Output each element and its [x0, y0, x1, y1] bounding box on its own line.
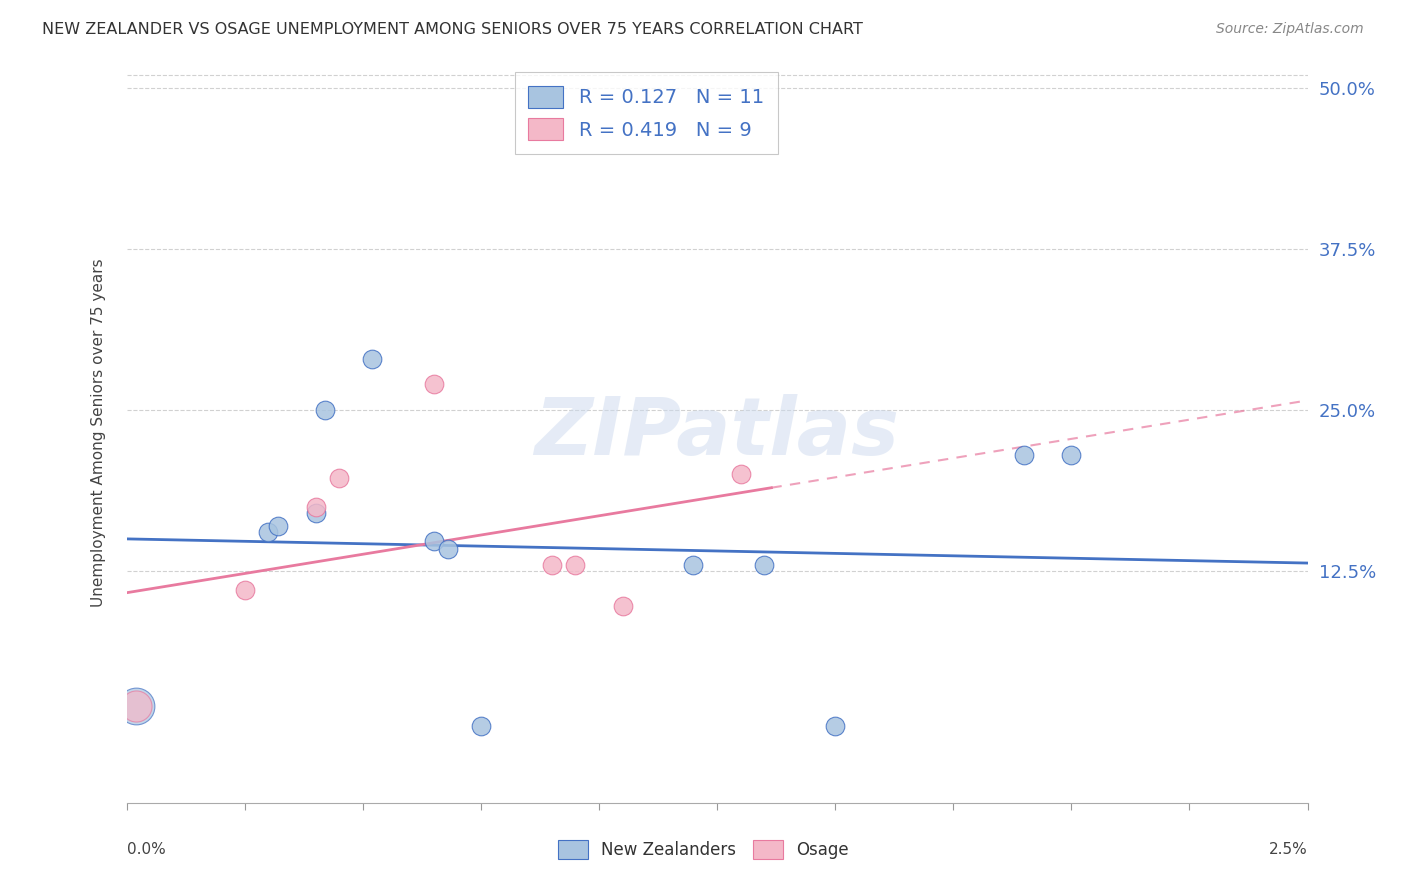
Text: NEW ZEALANDER VS OSAGE UNEMPLOYMENT AMONG SENIORS OVER 75 YEARS CORRELATION CHAR: NEW ZEALANDER VS OSAGE UNEMPLOYMENT AMON… [42, 22, 863, 37]
Point [233, 583, 256, 598]
Point [824, 718, 846, 732]
Point [540, 558, 562, 572]
Point [304, 500, 326, 514]
Text: ZIPatlas: ZIPatlas [534, 393, 900, 472]
Point [361, 351, 384, 366]
Point [422, 534, 444, 549]
Legend: R = 0.127   N = 11, R = 0.419   N = 9: R = 0.127 N = 11, R = 0.419 N = 9 [515, 72, 778, 154]
Point [328, 471, 350, 485]
Point [267, 519, 290, 533]
Point [125, 699, 148, 714]
Point [125, 699, 148, 714]
Point [1012, 448, 1035, 462]
Point [682, 558, 704, 572]
Point [470, 718, 492, 732]
Text: 2.5%: 2.5% [1268, 842, 1308, 856]
Point [730, 467, 752, 482]
Point [314, 403, 336, 417]
Y-axis label: Unemployment Among Seniors over 75 years: Unemployment Among Seniors over 75 years [91, 259, 105, 607]
Legend: New Zealanders, Osage: New Zealanders, Osage [551, 833, 855, 866]
Text: Source: ZipAtlas.com: Source: ZipAtlas.com [1216, 22, 1364, 37]
Point [422, 377, 444, 392]
Point [304, 506, 326, 520]
Point [564, 558, 586, 572]
Point [754, 558, 776, 572]
Point [257, 525, 280, 540]
Point [612, 599, 634, 613]
Text: 0.0%: 0.0% [127, 842, 166, 856]
Point [1060, 448, 1083, 462]
Point [436, 542, 458, 557]
